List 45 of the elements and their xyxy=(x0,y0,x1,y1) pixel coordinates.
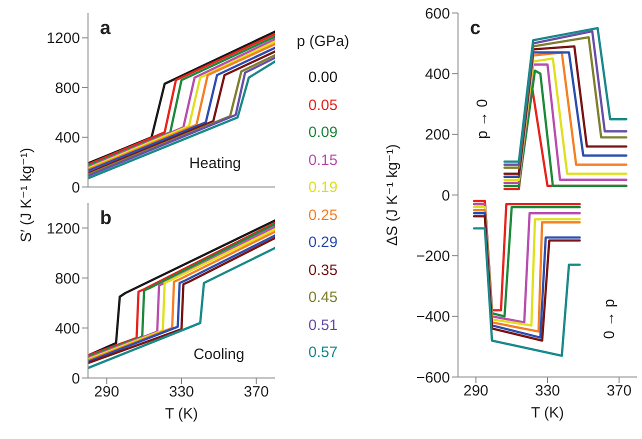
y-tick-label: 400 xyxy=(424,66,450,83)
x-axis-title: T (K) xyxy=(530,404,564,422)
x-axis-title: T (K) xyxy=(164,406,198,422)
text: 0.29 xyxy=(307,233,339,253)
text: 0.05 xyxy=(307,96,339,116)
x-tick-label: 290 xyxy=(94,384,120,401)
chart-title: b xyxy=(100,208,112,229)
y-tick-label: −200 xyxy=(416,248,450,265)
y-tick-label: 600 xyxy=(424,5,450,22)
y-tick-label: −600 xyxy=(416,369,450,386)
text: 0.00 xyxy=(307,68,339,88)
x-tick-label: 290 xyxy=(463,382,488,400)
text: 0.19 xyxy=(307,178,339,198)
x-tick-label: 330 xyxy=(168,384,194,401)
text: 0.25 xyxy=(307,206,339,226)
text: 0.35 xyxy=(307,260,339,280)
text: 0.51 xyxy=(307,316,339,336)
y-tick-label: 1200 xyxy=(46,220,80,238)
y-axis-title: ΔS (J K⁻¹ kg⁻¹) xyxy=(383,144,401,246)
y-tick-label: 0 xyxy=(72,370,80,388)
chart-title: a xyxy=(100,18,111,39)
text: 0.45 xyxy=(307,288,339,308)
annotation: p → 0 xyxy=(474,98,492,139)
y-tick-label: 800 xyxy=(54,270,80,288)
annotation: 0 → p xyxy=(601,298,620,339)
y-tick-label: 200 xyxy=(424,126,450,144)
x-tick-label: 330 xyxy=(534,382,560,400)
y-tick-label: 400 xyxy=(54,130,80,147)
annotation: Cooling xyxy=(193,346,244,364)
y-tick-label: 1200 xyxy=(46,30,80,48)
y-tick-label: 800 xyxy=(54,80,80,97)
chart-title: c xyxy=(470,18,481,39)
y-tick-label: 0 xyxy=(72,179,80,196)
line-series xyxy=(472,227,581,357)
text: 0.15 xyxy=(307,150,339,170)
text: 0.09 xyxy=(307,123,339,143)
y-tick-label: 0 xyxy=(442,187,450,204)
y-tick-label: 400 xyxy=(54,320,80,338)
legend-title: p (GPa) xyxy=(296,32,350,52)
y-axis-title: S′ (J K⁻¹ kg⁻¹) xyxy=(17,148,35,242)
annotation: Heating xyxy=(189,155,242,174)
y-tick-label: −400 xyxy=(416,308,450,326)
text: 0.57 xyxy=(307,343,339,363)
x-tick-label: 370 xyxy=(244,384,269,401)
x-tick-label: 370 xyxy=(606,382,632,400)
